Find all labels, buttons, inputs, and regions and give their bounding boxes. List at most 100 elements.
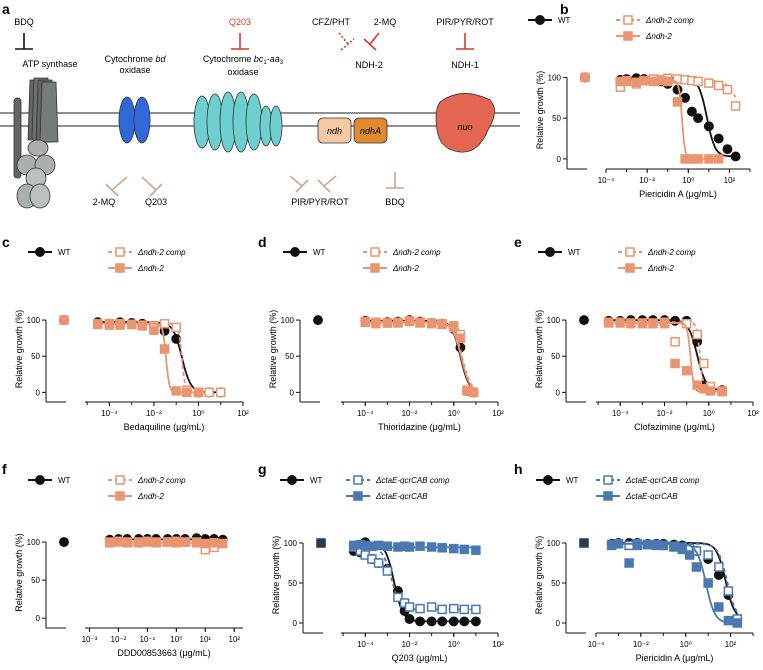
chart-panel-b: b 0 50 100 10⁻⁴ 10⁻² 10⁰ 10² Piericidin A (μg/mL… — [528, 1, 751, 199]
data-point — [104, 318, 115, 329]
data-point — [730, 151, 741, 162]
data-point — [455, 333, 466, 343]
y-axis-title: Relative growth (%) — [268, 310, 278, 389]
legend-comp-label: ΔctaE-qcrCAB comp — [375, 476, 450, 485]
legend-comp-marker — [353, 475, 363, 485]
data-point — [142, 537, 153, 547]
fit-curve — [97, 321, 221, 394]
data-point — [686, 106, 697, 117]
data-point — [382, 566, 393, 576]
data-point — [204, 387, 214, 398]
panel-a-diagram: a BDQ ATP synthase Cytochrome bd oxidase… — [0, 1, 520, 209]
data-point — [373, 540, 384, 551]
legend-comp-marker — [370, 247, 380, 257]
data-point — [703, 121, 714, 132]
x-tick-label: 10⁻⁴ — [357, 640, 374, 649]
x-tick-label: 10² — [724, 176, 736, 185]
data-point — [471, 604, 481, 615]
tan-inhibitor-2mq — [105, 176, 128, 197]
data-point — [426, 542, 437, 552]
data-point — [658, 540, 669, 551]
legend-wt-marker — [35, 247, 45, 257]
data-point — [624, 540, 634, 551]
legend-mut-label: Δndh-2 — [647, 264, 674, 273]
y-axis-title: Relative growth (%) — [14, 310, 24, 389]
data-point — [162, 537, 173, 547]
data-point — [437, 319, 447, 330]
data-point — [704, 78, 714, 88]
data-point — [449, 543, 459, 554]
data-point — [730, 101, 741, 111]
bc1-aa3-complex — [193, 91, 283, 153]
legend-mut-label: ΔctaE-qcrCAB — [375, 492, 428, 501]
chart-panel-c: c 0 50 100 10⁻⁴ 10⁻² 10⁰ 10² Bedaquiline (μg/mL)… — [2, 234, 249, 432]
x-tick-label: 10² — [492, 640, 504, 649]
x-tick-label: 10⁻² — [146, 409, 162, 418]
data-point — [415, 616, 426, 627]
bd-oxidase-label-1: Cytochrome bd — [104, 54, 166, 64]
untreated-marker — [313, 315, 323, 326]
legend-mut-label: Δndh-2 — [645, 32, 672, 41]
tan-inhibitor-pir-2 — [317, 175, 337, 193]
series--ndh-2 — [615, 75, 724, 164]
data-point — [717, 386, 727, 397]
data-point — [159, 344, 170, 354]
legend-mut-marker — [115, 263, 125, 273]
data-point — [670, 337, 680, 347]
y-tick-label: 0 — [36, 388, 41, 397]
x-tick-label: 10⁰ — [680, 640, 692, 649]
data-point — [693, 76, 703, 87]
panel-letter-c: c — [2, 234, 10, 250]
y-tick-label: 50 — [285, 352, 294, 361]
data-point — [426, 602, 437, 612]
legend-comp-marker — [115, 475, 125, 485]
data-point — [662, 76, 673, 87]
data-point — [171, 538, 182, 548]
y-tick-label: 0 — [290, 388, 295, 397]
x-tick-label: 10⁰ — [192, 409, 204, 418]
x-tick-label: 10² — [229, 635, 241, 644]
data-point — [151, 538, 161, 548]
data-point — [171, 386, 181, 396]
panel-a-letter: a — [2, 1, 10, 17]
data-point — [691, 562, 702, 572]
nuo-complex: nuo — [435, 93, 495, 153]
x-axis-title: Piericidin A (μg/mL) — [636, 653, 714, 663]
data-point — [448, 616, 459, 627]
data-point — [93, 319, 103, 330]
data-point — [699, 358, 709, 369]
data-point — [713, 154, 724, 164]
legend-comp-label: Δndh-2 comp — [392, 248, 441, 257]
atp-synthase-complex — [13, 77, 59, 209]
tan-inhibitor-q203 — [141, 176, 163, 197]
ndh-label: ndh — [327, 126, 342, 136]
x-tick-label: 10⁻² — [633, 640, 649, 649]
x-axis-title: Clofazimine (μg/mL) — [634, 422, 715, 432]
bottom-q203-label: Q203 — [145, 197, 167, 207]
tan-inhibitor-bdq — [386, 172, 404, 189]
ndh2-label: NDH-2 — [355, 60, 383, 70]
ndhA-box: ndhA — [353, 117, 388, 144]
y-tick-label: 100 — [27, 316, 41, 325]
data-point — [104, 538, 115, 548]
y-tick-label: 50 — [288, 579, 297, 588]
data-point — [631, 77, 642, 88]
data-point — [215, 387, 226, 398]
data-point — [415, 318, 425, 328]
data-point — [670, 358, 680, 369]
data-point — [626, 318, 636, 329]
legend-mut-marker — [623, 31, 633, 41]
x-tick-label: 10⁻³ — [82, 635, 98, 644]
legend-mut-marker — [115, 491, 125, 501]
series--ndh-2-comp — [93, 318, 226, 398]
data-point — [471, 545, 481, 555]
data-point — [672, 97, 683, 107]
data-point — [371, 318, 381, 329]
x-tick-label: 10⁰ — [448, 640, 460, 649]
series--ndh-2 — [360, 316, 479, 398]
nuo-label: nuo — [457, 122, 472, 132]
x-axis-title: Q203 (μg/mL) — [392, 653, 448, 663]
bd-oxidase-label-2: oxidase — [119, 65, 150, 75]
data-point — [426, 318, 437, 329]
